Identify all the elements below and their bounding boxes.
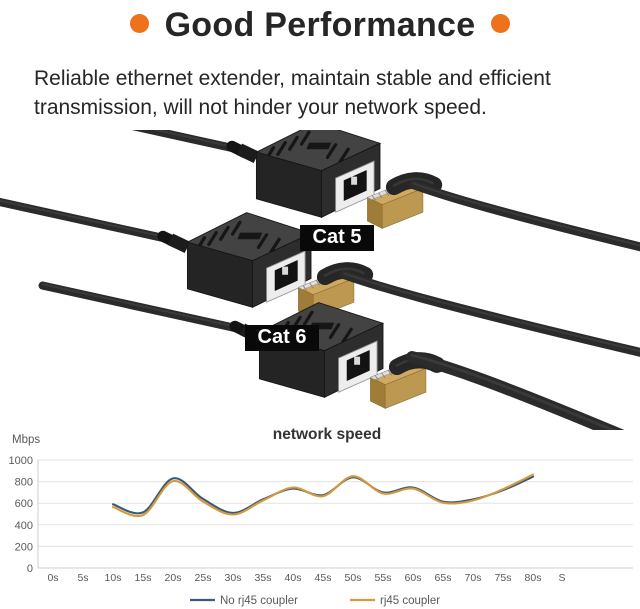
svg-text:No rj45 coupler: No rj45 coupler (220, 595, 298, 607)
svg-text:400: 400 (15, 520, 33, 532)
svg-text:0s: 0s (47, 572, 58, 584)
svg-text:1000: 1000 (9, 455, 33, 467)
svg-text:network speed: network speed (273, 426, 382, 443)
svg-text:S: S (558, 572, 565, 584)
svg-text:70s: 70s (465, 572, 482, 584)
svg-text:25s: 25s (195, 572, 212, 584)
svg-text:800: 800 (15, 477, 33, 489)
svg-text:Mbps: Mbps (12, 434, 40, 446)
svg-text:Cat 6: Cat 6 (258, 326, 307, 348)
svg-text:Cat 5: Cat 5 (313, 226, 362, 248)
svg-text:60s: 60s (405, 572, 422, 584)
svg-text:30s: 30s (225, 572, 242, 584)
svg-text:15s: 15s (135, 572, 152, 584)
svg-text:0: 0 (27, 563, 33, 575)
svg-text:5s: 5s (77, 572, 88, 584)
svg-text:35s: 35s (255, 572, 272, 584)
svg-text:600: 600 (15, 498, 33, 510)
svg-text:rj45 coupler: rj45 coupler (380, 595, 440, 607)
svg-text:80s: 80s (525, 572, 542, 584)
svg-text:10s: 10s (105, 572, 122, 584)
svg-text:75s: 75s (495, 572, 512, 584)
svg-text:65s: 65s (435, 572, 452, 584)
svg-text:55s: 55s (375, 572, 392, 584)
svg-text:45s: 45s (315, 572, 332, 584)
svg-text:50s: 50s (345, 572, 362, 584)
svg-text:200: 200 (15, 541, 33, 553)
svg-text:40s: 40s (285, 572, 302, 584)
svg-text:20s: 20s (165, 572, 182, 584)
